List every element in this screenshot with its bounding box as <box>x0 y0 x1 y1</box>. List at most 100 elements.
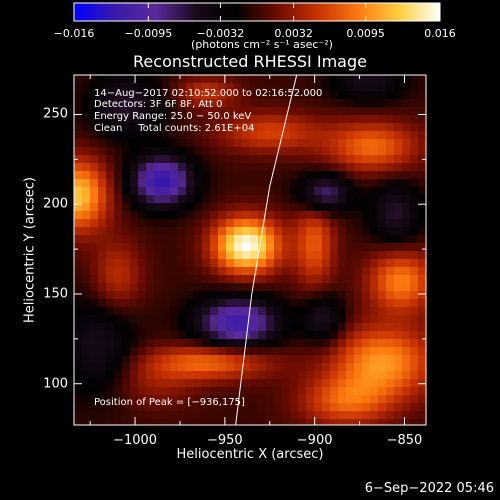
annotation-clean: Clean Total counts: 2.61E+04 <box>94 123 255 134</box>
heatmap-pixel <box>266 171 275 180</box>
heatmap-pixel <box>90 419 99 426</box>
heatmap-pixel <box>298 307 307 316</box>
heatmap-pixel <box>98 107 107 116</box>
heatmap-pixel <box>330 291 339 300</box>
heatmap-pixel <box>378 115 387 124</box>
heatmap-pixel <box>266 291 275 300</box>
heatmap-pixel <box>394 243 403 252</box>
heatmap-pixel <box>338 379 347 388</box>
heatmap-pixel <box>314 115 323 124</box>
heatmap-pixel <box>394 275 403 284</box>
heatmap-pixel <box>306 307 315 316</box>
heatmap-pixel <box>162 251 171 260</box>
heatmap-pixel <box>298 419 307 426</box>
heatmap-pixel <box>170 195 179 204</box>
heatmap-pixel <box>346 347 355 356</box>
heatmap-pixel <box>354 251 363 260</box>
heatmap-pixel <box>282 187 291 196</box>
heatmap-pixel <box>74 99 83 108</box>
heatmap-pixel <box>242 315 251 324</box>
heatmap-pixel <box>226 171 235 180</box>
heatmap-pixel <box>386 259 395 268</box>
heatmap-pixel <box>162 419 171 426</box>
heatmap-pixel <box>354 107 363 116</box>
heatmap-pixel <box>370 347 379 356</box>
heatmap-pixel <box>106 339 115 348</box>
heatmap-pixel <box>162 379 171 388</box>
heatmap-pixel <box>258 403 267 412</box>
heatmap-pixel <box>370 115 379 124</box>
heatmap-pixel <box>74 75 83 84</box>
heatmap-pixel <box>378 203 387 212</box>
heatmap-pixel <box>370 395 379 404</box>
heatmap-pixel <box>114 163 123 172</box>
heatmap-pixel <box>250 203 259 212</box>
heatmap-pixel <box>170 283 179 292</box>
heatmap-pixel <box>98 227 107 236</box>
heatmap-pixel <box>290 203 299 212</box>
heatmap-pixel <box>178 355 187 364</box>
heatmap-pixel <box>170 339 179 348</box>
heatmap-pixel <box>274 235 283 244</box>
heatmap-pixel <box>98 259 107 268</box>
heatmap-pixel <box>354 163 363 172</box>
heatmap-pixel <box>146 243 155 252</box>
heatmap-pixel <box>194 131 203 140</box>
heatmap-pixel <box>410 411 419 420</box>
heatmap-pixel <box>90 227 99 236</box>
heatmap-pixel <box>146 323 155 332</box>
heatmap-pixel <box>146 107 155 116</box>
heatmap-pixel <box>138 139 147 148</box>
heatmap-pixel <box>218 235 227 244</box>
heatmap-pixel <box>226 115 235 124</box>
heatmap-pixel <box>402 395 411 404</box>
heatmap-pixel <box>202 219 211 228</box>
heatmap-pixel <box>258 411 267 420</box>
heatmap-pixel <box>186 147 195 156</box>
heatmap-pixel <box>242 171 251 180</box>
heatmap-pixel <box>74 283 83 292</box>
heatmap-pixel <box>330 147 339 156</box>
heatmap-pixel <box>218 179 227 188</box>
heatmap-pixel <box>386 195 395 204</box>
heatmap-pixel <box>418 259 427 268</box>
heatmap-pixel <box>194 195 203 204</box>
heatmap-pixel <box>370 235 379 244</box>
heatmap-pixel <box>386 219 395 228</box>
heatmap-pixel <box>138 179 147 188</box>
heatmap-pixel <box>266 315 275 324</box>
heatmap-pixel <box>370 387 379 396</box>
heatmap-pixel <box>82 371 91 380</box>
heatmap-pixel <box>386 131 395 140</box>
heatmap-pixel <box>346 291 355 300</box>
heatmap-pixel <box>354 155 363 164</box>
heatmap-pixel <box>346 219 355 228</box>
heatmap-pixel <box>266 107 275 116</box>
heatmap-pixel <box>178 395 187 404</box>
heatmap-pixel <box>370 163 379 172</box>
heatmap-pixel <box>242 99 251 108</box>
heatmap-pixel <box>282 75 291 84</box>
heatmap-pixel <box>362 195 371 204</box>
heatmap-pixel <box>98 387 107 396</box>
heatmap-pixel <box>186 211 195 220</box>
heatmap-pixel <box>274 131 283 140</box>
heatmap-pixel <box>394 219 403 228</box>
heatmap-pixel <box>154 259 163 268</box>
heatmap-pixel <box>98 131 107 140</box>
heatmap-pixel <box>138 299 147 308</box>
heatmap-pixel <box>314 259 323 268</box>
heatmap-pixel <box>234 179 243 188</box>
heatmap-pixel <box>242 179 251 188</box>
heatmap-pixel <box>290 419 299 426</box>
heatmap-pixel <box>394 363 403 372</box>
heatmap-pixel <box>210 419 219 426</box>
heatmap-pixel <box>258 155 267 164</box>
heatmap-pixel <box>306 83 315 92</box>
heatmap-pixel <box>130 219 139 228</box>
heatmap-pixel <box>266 323 275 332</box>
heatmap-pixel <box>330 379 339 388</box>
heatmap-pixel <box>178 323 187 332</box>
heatmap-pixel <box>242 83 251 92</box>
heatmap-pixel <box>274 331 283 340</box>
